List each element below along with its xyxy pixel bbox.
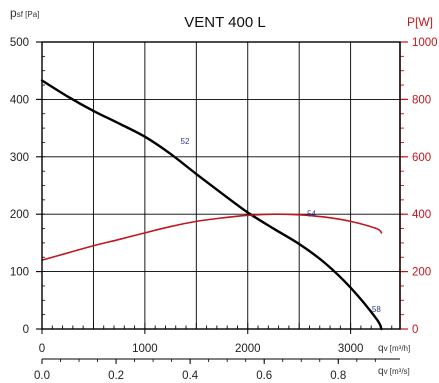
y-left-tick-label: 400: [10, 94, 29, 106]
y-left-tick-label: 200: [10, 209, 29, 221]
x-top-axis-title: qv [m³/h]: [378, 343, 410, 354]
y-right-tick-label: 0: [412, 324, 418, 336]
y-left-tick-label: 100: [10, 267, 29, 279]
y-right-tick-label: 1000: [412, 37, 438, 49]
y-right-axis-title: P[W]: [407, 15, 433, 29]
power-curve-line: [41, 213, 383, 261]
y-right-tick-label: 200: [412, 267, 431, 279]
y-left-tick-label: 300: [10, 152, 29, 164]
x-top-tick-label: 3000: [338, 343, 364, 355]
x-bottom-tick-label: 0.6: [256, 370, 272, 382]
annotation-label: 58: [372, 305, 381, 314]
chart-title: VENT 400 L: [184, 14, 265, 31]
y-right-tick-label: 600: [412, 152, 431, 164]
x-bottom-tick-label: 0.4: [182, 370, 199, 382]
x-top-tick-label: 2000: [235, 343, 261, 355]
x-bottom-axis-title: qv [m³/s]: [378, 366, 410, 377]
minor-ticks: [36, 41, 408, 330]
labels: VENT 400 L psf [Pa] P[W] 0 100 200 300 400 500 0 2…: [10, 6, 438, 382]
x-top-tick-label: 0: [39, 343, 45, 355]
y-right-tick-label: 800: [412, 94, 431, 106]
y-right-tick-label: 400: [412, 209, 431, 221]
x-top-tick-label: 1000: [132, 343, 158, 355]
x-bottom-tick-label: 0.0: [34, 370, 50, 382]
annotation-label: 52: [181, 137, 190, 146]
y-left-tick-label: 0: [23, 324, 29, 336]
x-bottom-tick-label: 0.2: [108, 370, 124, 382]
plot-frame: [41, 41, 401, 330]
series: [40, 79, 383, 331]
pressure-curve-line: [40, 79, 383, 331]
y-left-axis-title: psf [Pa]: [10, 6, 39, 20]
x-bottom-tick-label: 0.8: [330, 370, 346, 382]
grid: [42, 42, 400, 329]
y-left-tick-label: 500: [10, 37, 29, 49]
annotation-label: 54: [307, 209, 316, 218]
